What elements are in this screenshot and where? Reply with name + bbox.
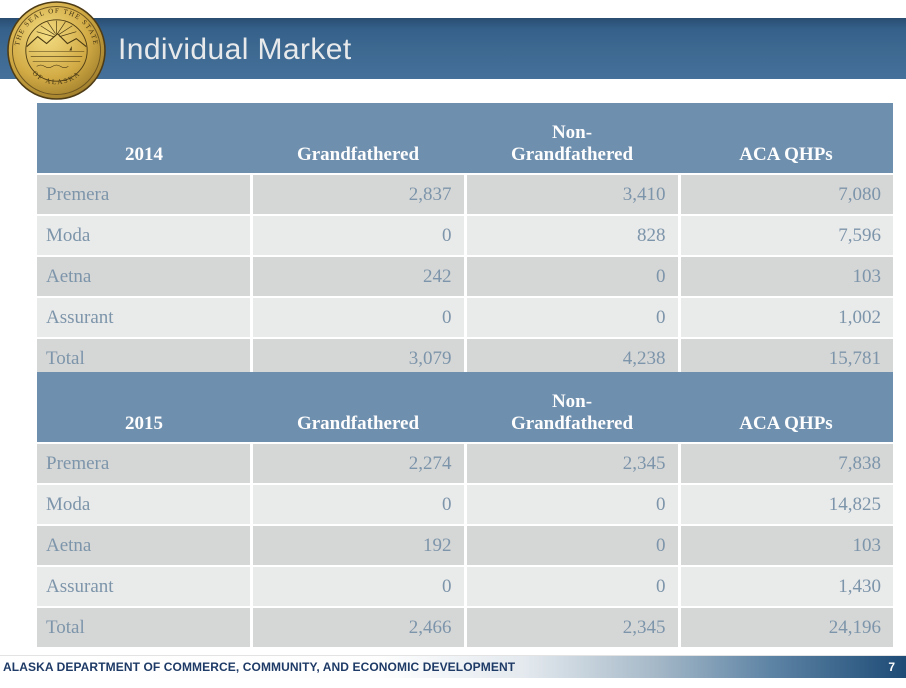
row-label: Assurant <box>37 296 251 338</box>
row-label: Moda <box>37 214 251 256</box>
cell-value: 0 <box>249 214 465 256</box>
seal-mountains <box>26 32 87 47</box>
row-label: Premera <box>37 442 251 484</box>
table-row: Assurant 0 0 1,002 <box>37 296 893 338</box>
cell-value: 24,196 <box>677 606 893 647</box>
cell-value: 0 <box>463 524 679 566</box>
table-row: Moda 0 0 14,825 <box>37 483 893 525</box>
col-header-non-grandfathered: Non-Grandfathered <box>465 103 679 174</box>
total-row: Total 3,079 4,238 15,781 <box>37 337 893 378</box>
cell-value: 0 <box>463 483 679 525</box>
cell-value: 2,345 <box>463 606 679 647</box>
row-label: Aetna <box>37 255 251 297</box>
title-bar: Individual Market <box>0 18 906 79</box>
row-label: Aetna <box>37 524 251 566</box>
page-number: 7 <box>888 660 895 674</box>
seal-rays <box>36 20 77 37</box>
cell-value: 7,080 <box>677 173 893 215</box>
cell-value: 3,079 <box>249 337 465 378</box>
cell-value: 2,466 <box>249 606 465 647</box>
cell-value: 0 <box>463 565 679 607</box>
cell-value: 7,596 <box>677 214 893 256</box>
cell-value: 2,837 <box>249 173 465 215</box>
cell-value: 3,410 <box>463 173 679 215</box>
cell-value: 0 <box>463 296 679 338</box>
row-label: Total <box>37 606 251 647</box>
page-title: Individual Market <box>118 33 352 66</box>
cell-value: 7,838 <box>677 442 893 484</box>
year-header: 2014 <box>37 103 251 174</box>
seal-ship <box>69 45 72 51</box>
table-row: Premera 2,274 2,345 7,838 <box>37 442 893 484</box>
footer-department-text: ALASKA DEPARTMENT OF COMMERCE, COMMUNITY… <box>3 660 516 674</box>
col-header-grandfathered: Grandfathered <box>251 103 465 174</box>
cell-value: 192 <box>249 524 465 566</box>
cell-value: 242 <box>249 255 465 297</box>
cell-value: 0 <box>463 255 679 297</box>
header-row: 2014 Grandfathered Non-Grandfathered ACA… <box>37 103 893 174</box>
cell-value: 4,238 <box>463 337 679 378</box>
table-row: Assurant 0 0 1,430 <box>37 565 893 607</box>
seal-water-lines <box>28 51 85 68</box>
col-header-aca-qhps: ACA QHPs <box>679 103 893 174</box>
cell-value: 103 <box>677 524 893 566</box>
market-table-2015: 2015 Grandfathered Non-Grandfathered ACA… <box>37 372 893 647</box>
cell-value: 14,825 <box>677 483 893 525</box>
year-header: 2015 <box>37 372 251 443</box>
alaska-state-seal-icon: THE SEAL OF THE STATE OF ALASKA <box>7 1 106 100</box>
row-label: Premera <box>37 173 251 215</box>
total-row: Total 2,466 2,345 24,196 <box>37 606 893 647</box>
cell-value: 0 <box>249 565 465 607</box>
table-row: Aetna 242 0 103 <box>37 255 893 297</box>
col-header-grandfathered: Grandfathered <box>251 372 465 443</box>
cell-value: 15,781 <box>677 337 893 378</box>
cell-value: 1,430 <box>677 565 893 607</box>
col-header-non-grandfathered: Non-Grandfathered <box>465 372 679 443</box>
header-row: 2015 Grandfathered Non-Grandfathered ACA… <box>37 372 893 443</box>
row-label: Moda <box>37 483 251 525</box>
row-label: Assurant <box>37 565 251 607</box>
cell-value: 828 <box>463 214 679 256</box>
col-header-aca-qhps: ACA QHPs <box>679 372 893 443</box>
footer-band: ALASKA DEPARTMENT OF COMMERCE, COMMUNITY… <box>0 655 906 678</box>
cell-value: 0 <box>249 296 465 338</box>
row-label: Total <box>37 337 251 378</box>
market-table-2014: 2014 Grandfathered Non-Grandfathered ACA… <box>37 103 893 378</box>
cell-value: 0 <box>249 483 465 525</box>
cell-value: 103 <box>677 255 893 297</box>
table-row: Aetna 192 0 103 <box>37 524 893 566</box>
cell-value: 2,274 <box>249 442 465 484</box>
table-row: Moda 0 828 7,596 <box>37 214 893 256</box>
cell-value: 1,002 <box>677 296 893 338</box>
cell-value: 2,345 <box>463 442 679 484</box>
table-row: Premera 2,837 3,410 7,080 <box>37 173 893 215</box>
